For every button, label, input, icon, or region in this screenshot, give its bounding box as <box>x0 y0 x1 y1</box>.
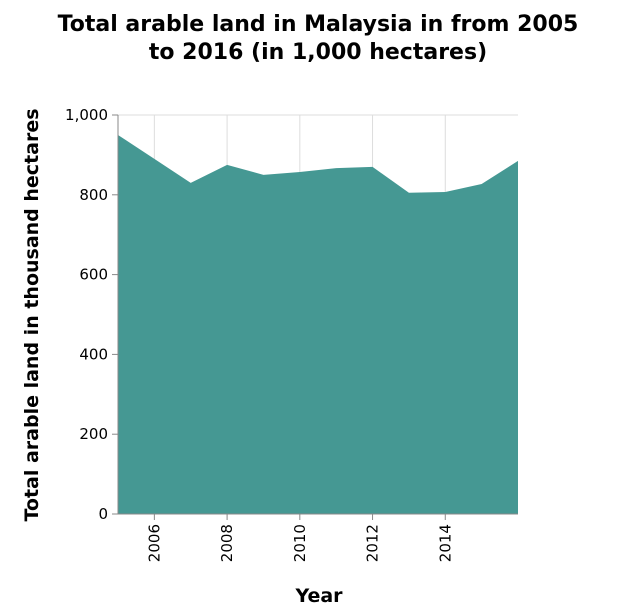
x-tick-labels: 2006 2008 2010 2012 2014 <box>145 524 454 562</box>
x-tick-label: 2014 <box>436 524 454 562</box>
y-tick-label: 600 <box>79 266 108 284</box>
chart-title-line-2: to 2016 (in 1,000 hectares) <box>149 40 487 65</box>
area-series <box>118 134 518 514</box>
y-tick-label: 800 <box>79 186 108 204</box>
y-tick-label: 1,000 <box>65 106 108 124</box>
chart-title-line-1: Total arable land in Malaysia in from 20… <box>58 12 579 37</box>
x-tick-label: 2006 <box>145 524 163 562</box>
y-tick-label: 0 <box>98 505 108 523</box>
x-tick-label: 2012 <box>364 524 382 562</box>
x-tick-label: 2008 <box>218 524 236 562</box>
x-axis-title: Year <box>294 585 343 607</box>
chart-title: Total arable land in Malaysia in from 20… <box>58 12 579 65</box>
axes <box>112 114 518 520</box>
y-tick-label: 400 <box>79 345 108 363</box>
y-tick-labels: 0 200 400 600 800 1,000 <box>65 106 108 523</box>
y-tick-label: 200 <box>79 425 108 443</box>
y-axis-title: Total arable land in thousand hectares <box>21 108 43 521</box>
x-tick-label: 2010 <box>291 524 309 562</box>
